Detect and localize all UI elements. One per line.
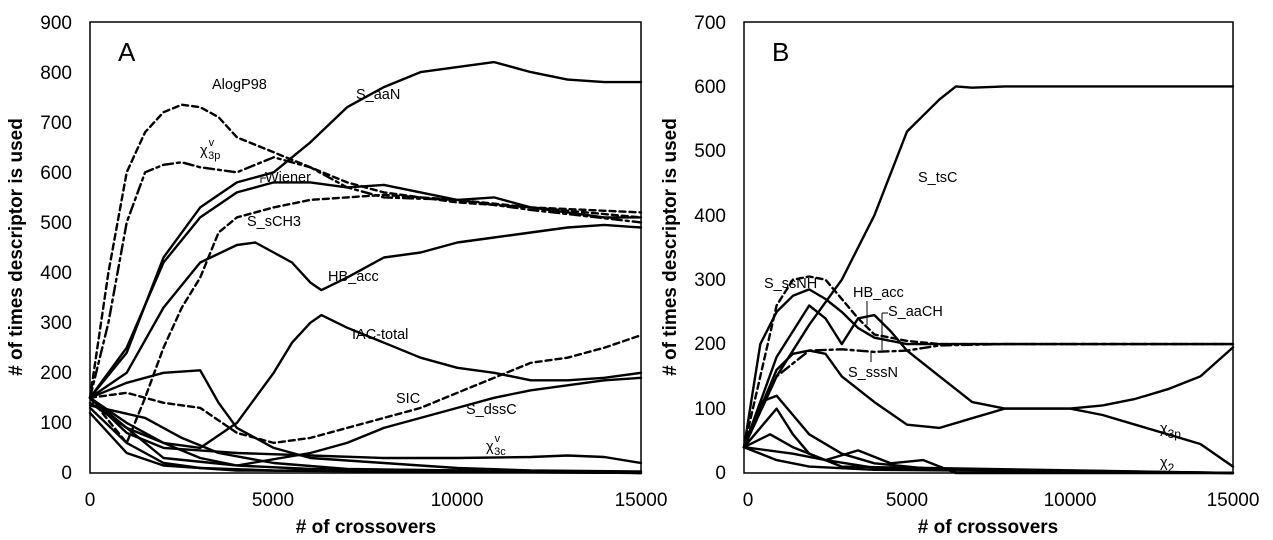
annotation-s-tsc: S_tsC xyxy=(918,170,958,186)
annotation-s-dssc: S_dssC xyxy=(466,402,517,418)
panel-b-series-line-s-tsc xyxy=(742,85,1235,449)
annotation-chi3p: χ3p xyxy=(1160,421,1181,441)
panel-b-x-tick-label: 15000 xyxy=(1207,490,1260,511)
panel-a-series-line-unlabeled-12 xyxy=(88,401,643,474)
panel-a-series-line-unlabeled-13 xyxy=(88,411,643,475)
panel-a-y-tick-label: 400 xyxy=(40,263,72,284)
panel-b: B 0 100 200 300 400 500 600 700 0 5000 1… xyxy=(660,13,1259,538)
panel-b-letter: B xyxy=(772,37,789,67)
panel-a-y-tick-label: 700 xyxy=(40,113,72,134)
panel-a-series-line-iac-total xyxy=(88,313,643,450)
panel-b-annotations: S_tsC S_ssNH HB_acc S_aaCH S_sssN χ3p χ2 xyxy=(764,170,1181,475)
panel-a-y-tick-label: 200 xyxy=(40,363,72,384)
panel-a-x-tick-label: 10000 xyxy=(431,490,484,511)
panel-b-plot-frame xyxy=(743,21,1234,474)
annotation-wiener-leader xyxy=(260,177,266,183)
annotation-s-sch3: S_sCH3 xyxy=(247,214,301,230)
panel-a-y-tick-label: 300 xyxy=(40,313,72,334)
annotation-hb-acc-b: HB_acc xyxy=(853,285,904,301)
panel-a-plot-frame xyxy=(89,21,642,474)
panel-b-x-tick-labels: 0 5000 10000 15000 xyxy=(743,490,1260,511)
panel-a-series-line-s-dssc xyxy=(88,376,643,467)
panel-b-x-tick-label: 10000 xyxy=(1044,490,1097,511)
panel-a-series-line-unlabeled-11 xyxy=(88,406,643,475)
panel-a-series xyxy=(88,60,643,475)
panel-a-y-axis-label: # of times descriptor is used xyxy=(6,118,27,376)
panel-a-series-line-sic xyxy=(88,334,643,445)
annotation-s-sssn: S_sssN xyxy=(848,365,898,381)
panel-a-y-tick-label: 600 xyxy=(40,163,72,184)
panel-a-series-line-alogp98 xyxy=(88,103,643,399)
annotation-iac-total: IAC-total xyxy=(352,327,408,343)
panel-a-y-tick-label: 500 xyxy=(40,213,72,234)
panel-a-series-line-unlabeled-14 xyxy=(88,404,643,475)
panel-b-series xyxy=(742,85,1235,475)
panel-b-y-tick-label: 0 xyxy=(715,463,726,484)
panel-b-series-line-unlabeled-9 xyxy=(742,446,1235,475)
panel-b-series-line-s-aach xyxy=(742,304,1235,449)
panel-a-y-tick-labels: 0 100 200 300 400 500 600 700 800 900 xyxy=(40,13,72,484)
panel-a-annotations: S_aaN AlogP98 χv 3p Wiener S_sCH3 HB_acc … xyxy=(200,77,517,458)
panel-a-letter: A xyxy=(118,37,136,67)
panel-b-y-tick-labels: 0 100 200 300 400 500 600 700 xyxy=(694,13,726,484)
panel-a-series-line-hb-acc xyxy=(88,223,643,399)
annotation-chi3cv: χv 3c xyxy=(486,433,506,458)
panel-b-series-line-s-sssn xyxy=(742,342,1235,449)
panel-a-x-tick-label: 15000 xyxy=(615,490,668,511)
annotation-s-aach: S_aaCH xyxy=(888,304,943,320)
panel-a-y-tick-label: 0 xyxy=(61,463,72,484)
panel-a-y-tick-label: 800 xyxy=(40,63,72,84)
panel-b-y-tick-label: 400 xyxy=(694,206,726,227)
panel-a-series-line-3cv xyxy=(88,396,643,465)
panel-a-series-line-unlabeled-9 xyxy=(88,369,643,473)
panel-b-y-tick-label: 100 xyxy=(694,399,726,420)
panel-b-x-tick-label: 0 xyxy=(743,490,754,511)
panel-b-series-line-3p xyxy=(742,349,1235,468)
panel-a-series-line-wiener xyxy=(88,181,643,399)
annotation-hb-acc: HB_acc xyxy=(328,269,379,285)
panel-b-y-axis-label: # of times descriptor is used xyxy=(660,118,681,376)
annotation-sic: SIC xyxy=(396,391,420,407)
panel-a-x-tick-label: 5000 xyxy=(252,490,294,511)
annotation-leaders-b xyxy=(866,301,888,362)
panel-b-series-line-hb-acc xyxy=(742,288,1235,449)
panel-a-x-axis-label: # of crossovers xyxy=(296,517,436,538)
annotation-wiener: Wiener xyxy=(265,170,311,186)
panel-a-series-line-s-aan xyxy=(88,60,643,399)
panel-b-y-tick-label: 500 xyxy=(694,141,726,162)
annotation-chi3pv: χv 3p xyxy=(200,137,220,162)
panel-b-y-tick-label: 700 xyxy=(694,13,726,34)
panel-a-x-tick-labels: 0 5000 10000 15000 xyxy=(85,490,668,511)
panel-b-series-line-unlabeled-10 xyxy=(742,433,1235,475)
annotation-s-ssnh: S_ssNH xyxy=(764,276,817,292)
panel-b-x-axis-label: # of crossovers xyxy=(918,517,1058,538)
panel-b-x-tick-label: 5000 xyxy=(886,490,928,511)
panel-a-series-line-s-sch3 xyxy=(88,193,643,445)
panel-a-series-line-3pv xyxy=(88,156,643,399)
panel-b-y-tick-label: 300 xyxy=(694,270,726,291)
panel-a-y-tick-label: 100 xyxy=(40,413,72,434)
annotation-alogp98: AlogP98 xyxy=(212,77,267,93)
panel-a: A 0 100 200 300 400 500 600 700 800 900 … xyxy=(6,13,667,538)
panel-b-y-tick-label: 600 xyxy=(694,77,726,98)
panel-a-x-tick-label: 0 xyxy=(85,490,96,511)
annotation-s-aan: S_aaN xyxy=(356,87,400,103)
panel-b-series-line-s-ssnh xyxy=(742,275,1235,449)
panel-b-y-tick-label: 200 xyxy=(694,334,726,355)
panel-a-y-tick-label: 900 xyxy=(40,13,72,34)
